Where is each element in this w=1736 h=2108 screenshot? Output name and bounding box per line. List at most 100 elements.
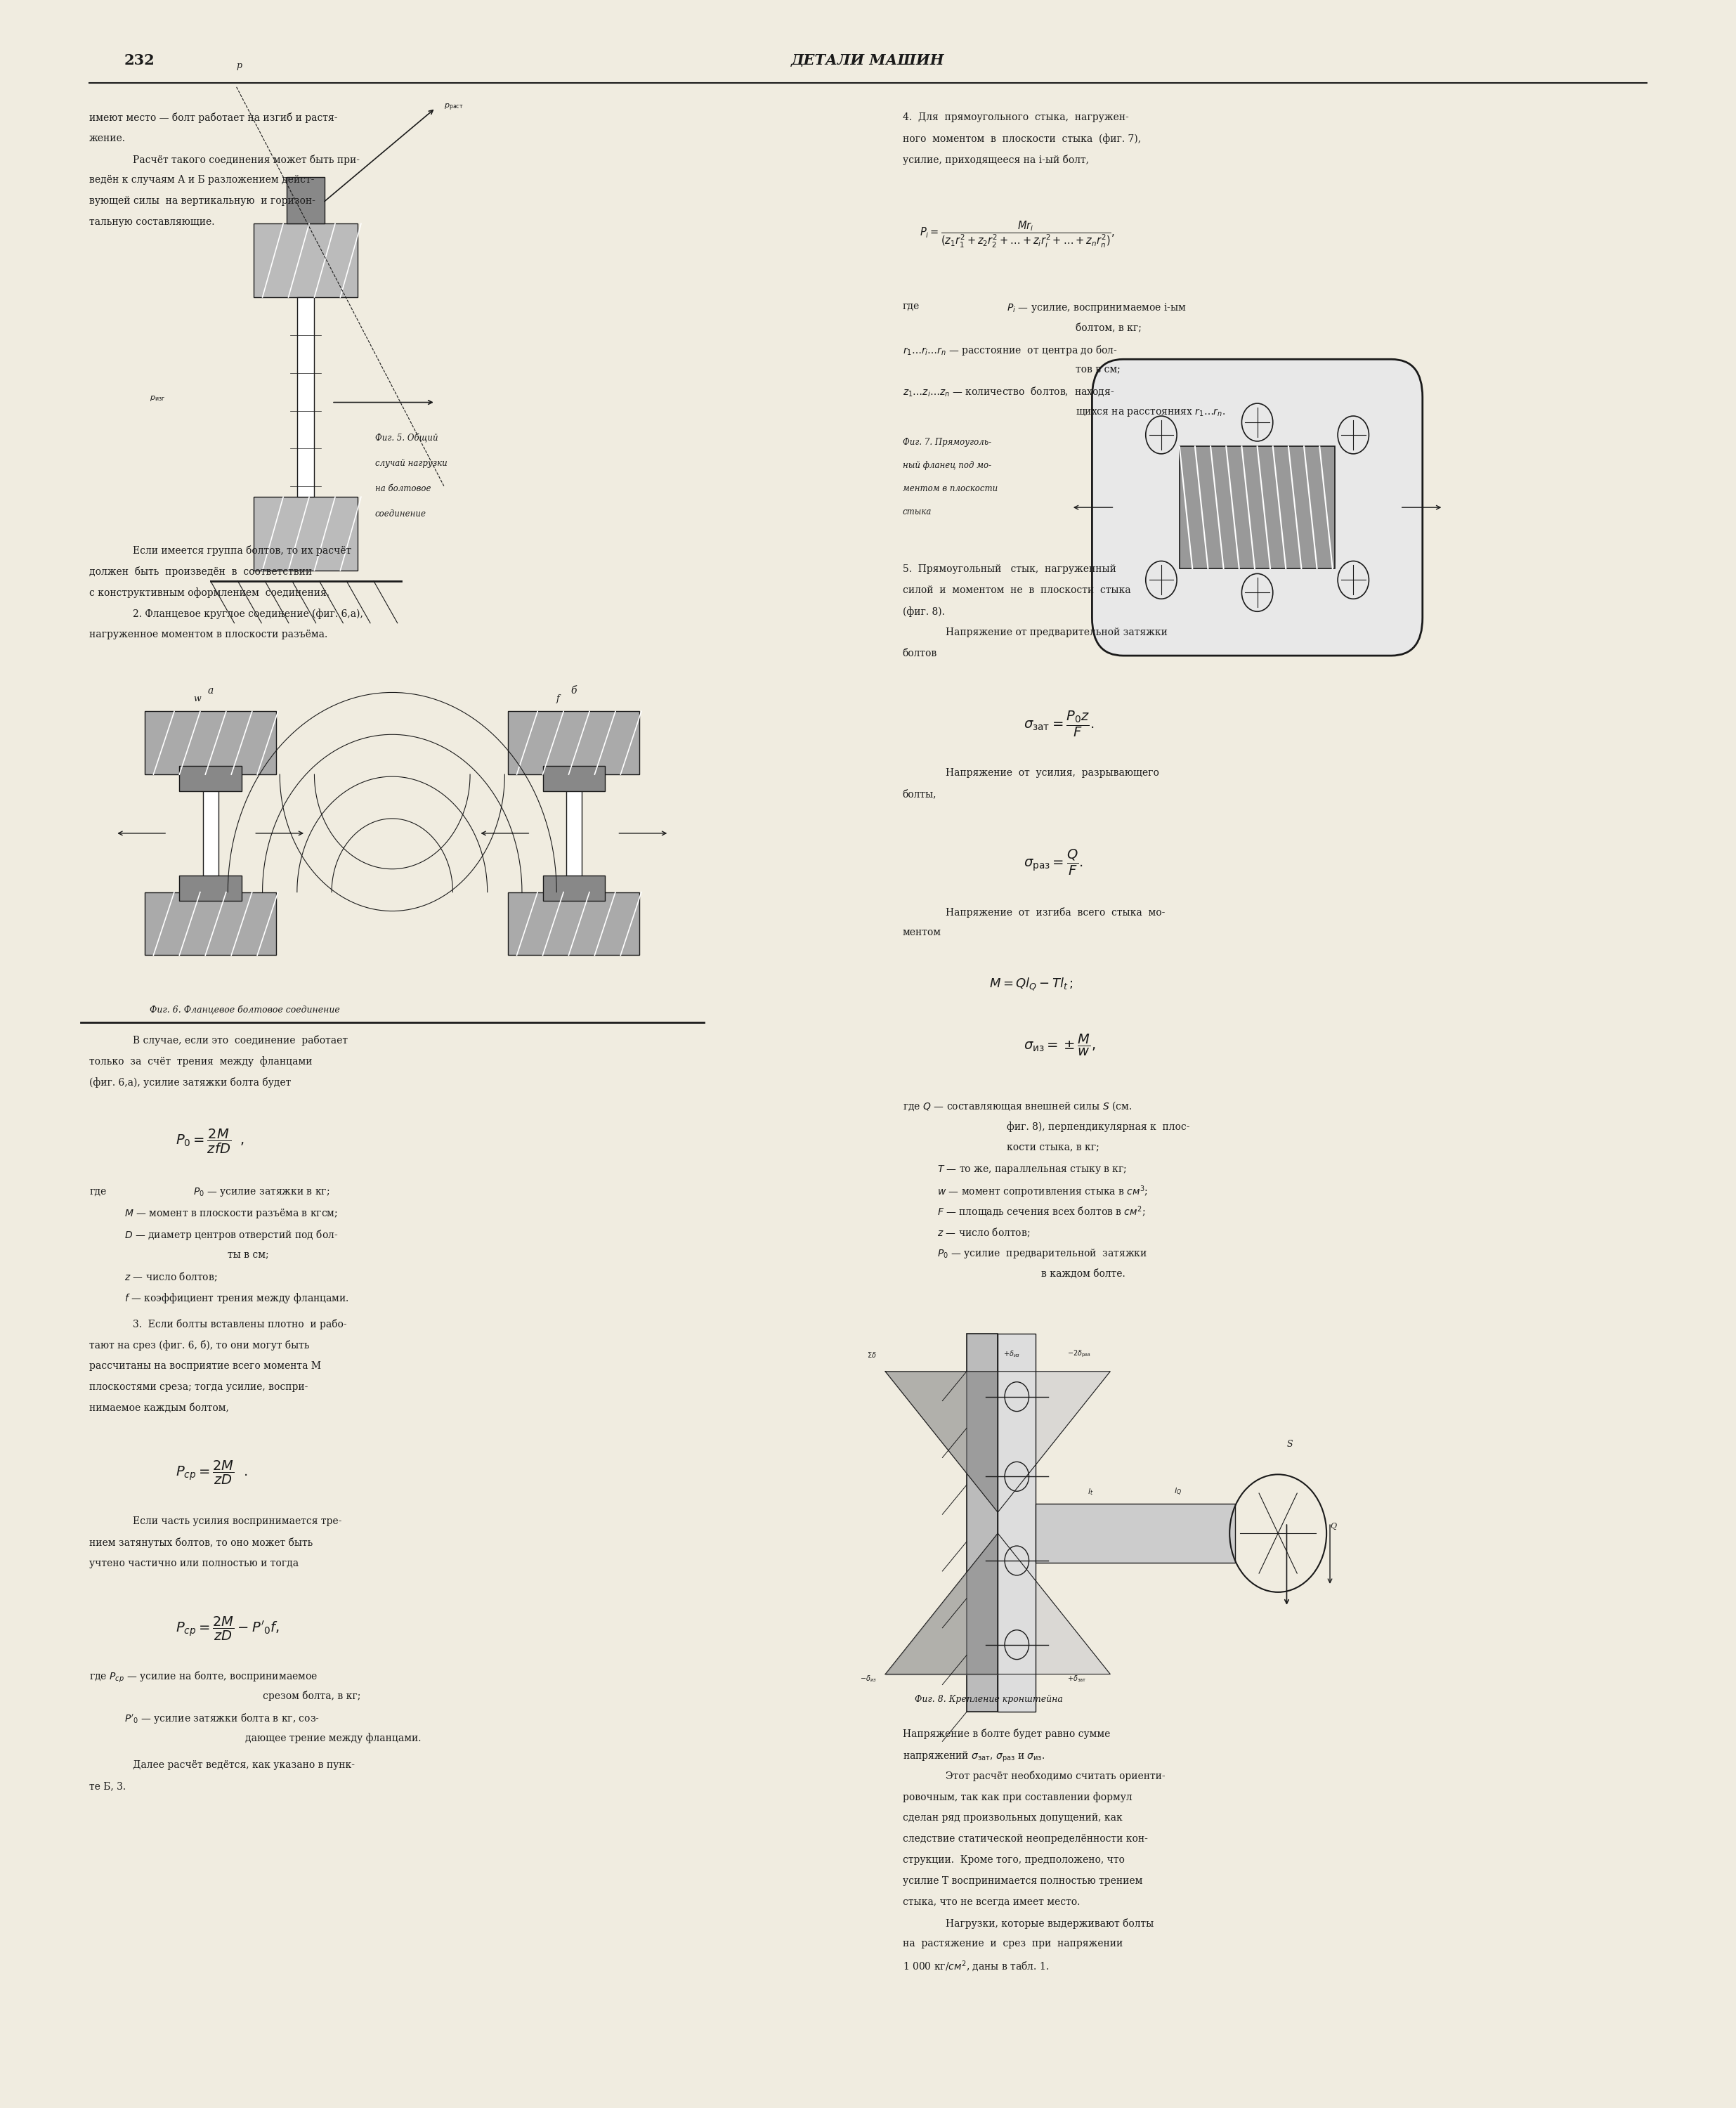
Text: $\Sigma\delta$: $\Sigma\delta$ xyxy=(866,1351,877,1360)
Text: те Б, 3.: те Б, 3. xyxy=(90,1781,127,1792)
Bar xyxy=(566,774,582,892)
Polygon shape xyxy=(998,1372,1111,1511)
Text: соединение: соединение xyxy=(375,510,427,519)
Bar xyxy=(1179,447,1335,569)
Text: Этот расчёт необходимо считать ориенти-: Этот расчёт необходимо считать ориенти- xyxy=(946,1771,1165,1781)
Text: должен  быть  произведён  в  соответствии: должен быть произведён в соответствии xyxy=(90,567,312,578)
Bar xyxy=(144,892,276,955)
Text: струкции.  Кроме того, предположено, что: струкции. Кроме того, предположено, что xyxy=(903,1855,1125,1866)
Text: Q: Q xyxy=(1330,1522,1337,1530)
Text: $r_1 \ldots r_i \ldots r_n$ — расстояние  от центра до бол-: $r_1 \ldots r_i \ldots r_n$ — расстояние… xyxy=(903,344,1118,356)
Text: $P_0 = \dfrac{2M}{zfD}$  ,: $P_0 = \dfrac{2M}{zfD}$ , xyxy=(175,1128,245,1155)
Text: фиг. 8), перпендикулярная к  плос-: фиг. 8), перпендикулярная к плос- xyxy=(1007,1121,1189,1132)
Bar xyxy=(543,765,606,790)
Text: Напряжение  от  усилия,  разрывающего: Напряжение от усилия, разрывающего xyxy=(946,767,1160,778)
Text: стыка, что не всегда имеет место.: стыка, что не всегда имеет место. xyxy=(903,1897,1080,1908)
Text: только  за  счёт  трения  между  фланцами: только за счёт трения между фланцами xyxy=(90,1056,312,1067)
Text: 5.  Прямоугольный   стык,  нагруженный: 5. Прямоугольный стык, нагруженный xyxy=(903,565,1116,573)
Polygon shape xyxy=(998,1533,1111,1674)
Bar xyxy=(297,297,314,497)
Text: (фиг. 6,а), усилие затяжки болта будет: (фиг. 6,а), усилие затяжки болта будет xyxy=(90,1077,292,1088)
Text: $\sigma_{\text{из}} = \pm\dfrac{M}{w},$: $\sigma_{\text{из}} = \pm\dfrac{M}{w},$ xyxy=(1024,1033,1095,1058)
Text: рассчитаны на восприятие всего момента M: рассчитаны на восприятие всего момента M xyxy=(90,1362,321,1370)
Text: Фиг. 8. Крепление кронштейна: Фиг. 8. Крепление кронштейна xyxy=(915,1695,1062,1703)
Text: Фиг. 7. Прямоуголь-: Фиг. 7. Прямоуголь- xyxy=(903,438,991,447)
Text: болты,: болты, xyxy=(903,788,937,799)
Text: $-2\delta_{\text{раз}}$: $-2\delta_{\text{раз}}$ xyxy=(1068,1349,1090,1360)
Bar xyxy=(253,223,358,297)
Text: $F$ — площадь сечения всех болтов в $см^2$;: $F$ — площадь сечения всех болтов в $см^… xyxy=(937,1206,1146,1218)
Text: $P_{cp} = \dfrac{2M}{zD} - P'_0 f,$: $P_{cp} = \dfrac{2M}{zD} - P'_0 f,$ xyxy=(175,1615,279,1642)
Text: Напряжение в болте будет равно сумме: Напряжение в болте будет равно сумме xyxy=(903,1729,1109,1739)
Text: случай нагрузки: случай нагрузки xyxy=(375,460,448,468)
Text: учтено частично или полностью и тогда: учтено частично или полностью и тогда xyxy=(90,1558,299,1568)
Text: $\sigma_{\text{зат}} = \dfrac{P_0 z}{F}.$: $\sigma_{\text{зат}} = \dfrac{P_0 z}{F}.… xyxy=(1024,708,1094,738)
Text: $M = Ql_Q - Tl_t\,;$: $M = Ql_Q - Tl_t\,;$ xyxy=(990,976,1073,993)
Bar xyxy=(179,875,241,900)
Polygon shape xyxy=(885,1372,998,1511)
Bar xyxy=(144,710,276,774)
Text: В случае, если это  соединение  работает: В случае, если это соединение работает xyxy=(132,1035,347,1046)
Text: вующей силы  на вертикальную  и горизон-: вующей силы на вертикальную и горизон- xyxy=(90,196,316,207)
Text: б: б xyxy=(571,685,576,696)
Text: Расчёт такого соединения может быть при-: Расчёт такого соединения может быть при- xyxy=(132,154,359,164)
Bar xyxy=(253,497,358,571)
Text: сделан ряд произвольных допущений, как: сделан ряд произвольных допущений, как xyxy=(903,1813,1123,1823)
Text: $z$ — число болтов;: $z$ — число болтов; xyxy=(123,1271,217,1284)
Text: ровочным, так как при составлении формул: ровочным, так как при составлении формул xyxy=(903,1792,1132,1802)
Text: ментом: ментом xyxy=(903,928,941,938)
Text: Если часть усилия воспринимается тре-: Если часть усилия воспринимается тре- xyxy=(132,1516,342,1526)
Text: ный фланец под мо-: ный фланец под мо- xyxy=(903,462,991,470)
Text: в каждом болте.: в каждом болте. xyxy=(1042,1269,1125,1277)
Text: стыка: стыка xyxy=(903,508,932,516)
Text: щихся на расстояниях $r_1 \ldots r_n$.: щихся на расстояниях $r_1 \ldots r_n$. xyxy=(1076,407,1226,417)
Text: нагруженное моментом в плоскости разъёма.: нагруженное моментом в плоскости разъёма… xyxy=(90,630,328,639)
Text: на болтовое: на болтовое xyxy=(375,485,431,493)
Polygon shape xyxy=(885,1533,998,1674)
Text: $D$ — диаметр центров отверстий под бол-: $D$ — диаметр центров отверстий под бол- xyxy=(123,1229,339,1242)
Text: p: p xyxy=(236,61,241,70)
Text: следствие статической неопределённости кон-: следствие статической неопределённости к… xyxy=(903,1834,1147,1844)
Bar xyxy=(509,892,639,955)
Text: Нагрузки, которые выдерживают болты: Нагрузки, которые выдерживают болты xyxy=(946,1918,1154,1929)
Text: $P_i = \dfrac{Mr_i}{(z_1r_1^2 + z_2r_2^2 + \ldots + z_ir_i^2 + \ldots + z_nr_n^2: $P_i = \dfrac{Mr_i}{(z_1r_1^2 + z_2r_2^2… xyxy=(920,219,1115,249)
Text: 1 000 кг/$см^2$, даны в табл. 1.: 1 000 кг/$см^2$, даны в табл. 1. xyxy=(903,1960,1049,1973)
Text: болтом, в кг;: болтом, в кг; xyxy=(1076,323,1142,333)
Text: $+\delta_{\text{зат}}$: $+\delta_{\text{зат}}$ xyxy=(1068,1674,1087,1684)
Text: силой  и  моментом  не  в  плоскости  стыка: силой и моментом не в плоскости стыка xyxy=(903,586,1130,594)
Text: $f$ — коэффициент трения между фланцами.: $f$ — коэффициент трения между фланцами. xyxy=(123,1292,349,1305)
Text: $\sigma_{\text{раз}} = \dfrac{Q}{F}.$: $\sigma_{\text{раз}} = \dfrac{Q}{F}.$ xyxy=(1024,847,1083,877)
Text: $l_Q$: $l_Q$ xyxy=(1174,1486,1182,1497)
Text: жение.: жение. xyxy=(90,133,127,143)
Text: плоскостями среза; тогда усилие, воспри-: плоскостями среза; тогда усилие, воспри- xyxy=(90,1383,309,1391)
FancyBboxPatch shape xyxy=(1092,358,1422,656)
Bar xyxy=(543,875,606,900)
Text: Напряжение от предварительной затяжки: Напряжение от предварительной затяжки xyxy=(946,628,1168,637)
Text: болтов: болтов xyxy=(903,649,937,658)
Text: $P_0$ — усилие затяжки в кг;: $P_0$ — усилие затяжки в кг; xyxy=(193,1187,330,1197)
Text: где: где xyxy=(90,1187,106,1195)
Text: тов в см;: тов в см; xyxy=(1076,365,1120,375)
Text: $z$ — число болтов;: $z$ — число болтов; xyxy=(937,1227,1029,1240)
Text: тают на срез (фиг. 6, б), то они могут быть: тают на срез (фиг. 6, б), то они могут б… xyxy=(90,1341,309,1351)
Text: с конструктивным оформлением  соединения.: с конструктивным оформлением соединения. xyxy=(90,588,330,599)
Bar xyxy=(509,710,639,774)
Text: нием затянутых болтов, то оно может быть: нием затянутых болтов, то оно может быть xyxy=(90,1537,312,1547)
Text: 232: 232 xyxy=(123,53,155,67)
Text: имеют место — болт работает на изгиб и растя-: имеют место — болт работает на изгиб и р… xyxy=(90,112,339,122)
Bar xyxy=(1036,1503,1234,1562)
Text: $M$ — момент в плоскости разъёма в кгсм;: $M$ — момент в плоскости разъёма в кгсм; xyxy=(123,1208,337,1221)
Text: w: w xyxy=(193,694,201,704)
Text: S: S xyxy=(1286,1440,1293,1448)
Text: 2. Фланцевое круглое соединение (фиг. 6,а),: 2. Фланцевое круглое соединение (фиг. 6,… xyxy=(132,609,363,620)
Text: где $Q$ — составляющая внешней силы $S$ (см.: где $Q$ — составляющая внешней силы $S$ … xyxy=(903,1100,1132,1113)
Text: нимаемое каждым болтом,: нимаемое каждым болтом, xyxy=(90,1404,229,1412)
Text: ты в см;: ты в см; xyxy=(227,1250,269,1258)
Text: $p_{\text{изг}}$: $p_{\text{изг}}$ xyxy=(149,394,165,403)
Text: 3.  Если болты вставлены плотно  и рабо-: 3. Если болты вставлены плотно и рабо- xyxy=(132,1320,347,1330)
Text: $P_0$ — усилие  предварительной  затяжки: $P_0$ — усилие предварительной затяжки xyxy=(937,1248,1147,1261)
Text: 4.  Для  прямоугольного  стыка,  нагружен-: 4. Для прямоугольного стыка, нагружен- xyxy=(903,112,1128,122)
Text: дающее трение между фланцами.: дающее трение между фланцами. xyxy=(245,1733,422,1743)
Text: усилие, приходящееся на i-ый болт,: усилие, приходящееся на i-ый болт, xyxy=(903,154,1088,164)
Text: ментом в плоскости: ментом в плоскости xyxy=(903,485,998,493)
